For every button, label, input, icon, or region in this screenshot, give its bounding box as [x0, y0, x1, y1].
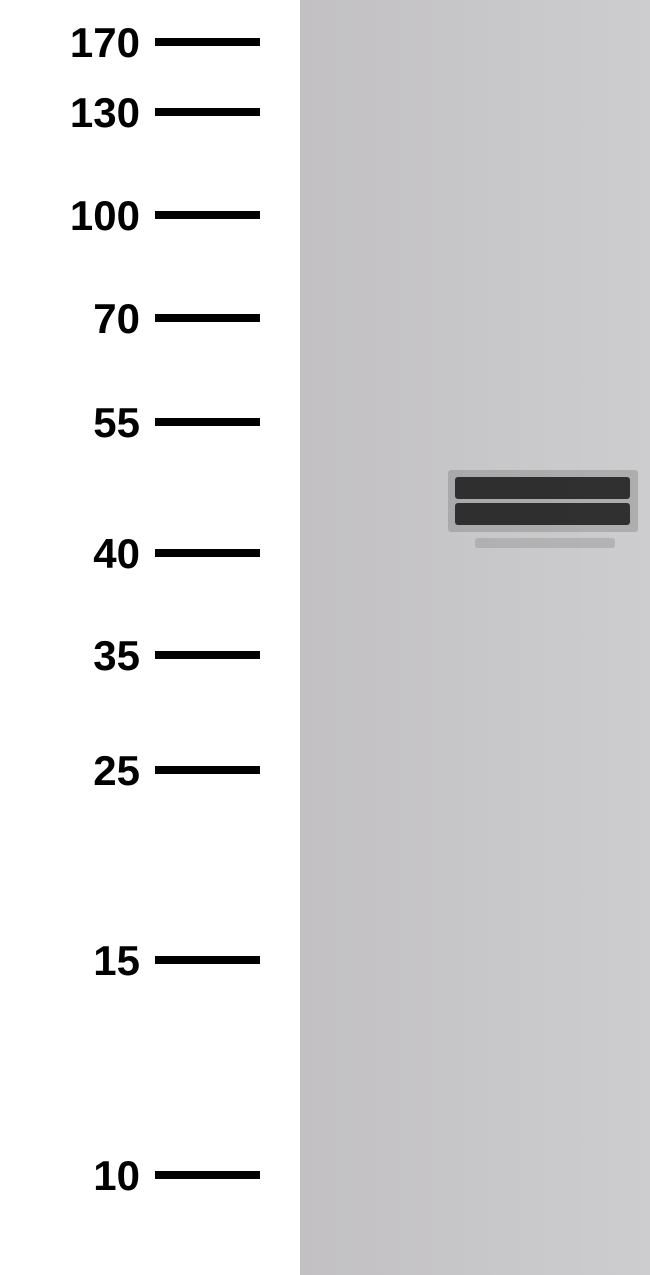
marker-label: 40 — [0, 530, 140, 578]
marker-label: 10 — [0, 1152, 140, 1200]
marker-label: 130 — [0, 89, 140, 137]
marker-tick — [155, 766, 260, 774]
marker-label: 55 — [0, 399, 140, 447]
marker-label: 70 — [0, 295, 140, 343]
blot-membrane — [300, 0, 650, 1275]
blot-band — [448, 470, 638, 532]
marker-label: 15 — [0, 937, 140, 985]
marker-label: 100 — [0, 192, 140, 240]
marker-tick — [155, 549, 260, 557]
marker-tick — [155, 418, 260, 426]
blot-figure: 170 130 100 70 55 40 35 25 15 10 — [0, 0, 650, 1275]
marker-tick — [155, 108, 260, 116]
marker-tick — [155, 211, 260, 219]
marker-label: 25 — [0, 747, 140, 795]
marker-tick — [155, 1171, 260, 1179]
blot-band — [475, 538, 615, 548]
marker-tick — [155, 651, 260, 659]
marker-tick — [155, 38, 260, 46]
marker-label: 35 — [0, 632, 140, 680]
marker-tick — [155, 956, 260, 964]
marker-tick — [155, 314, 260, 322]
marker-label: 170 — [0, 19, 140, 67]
